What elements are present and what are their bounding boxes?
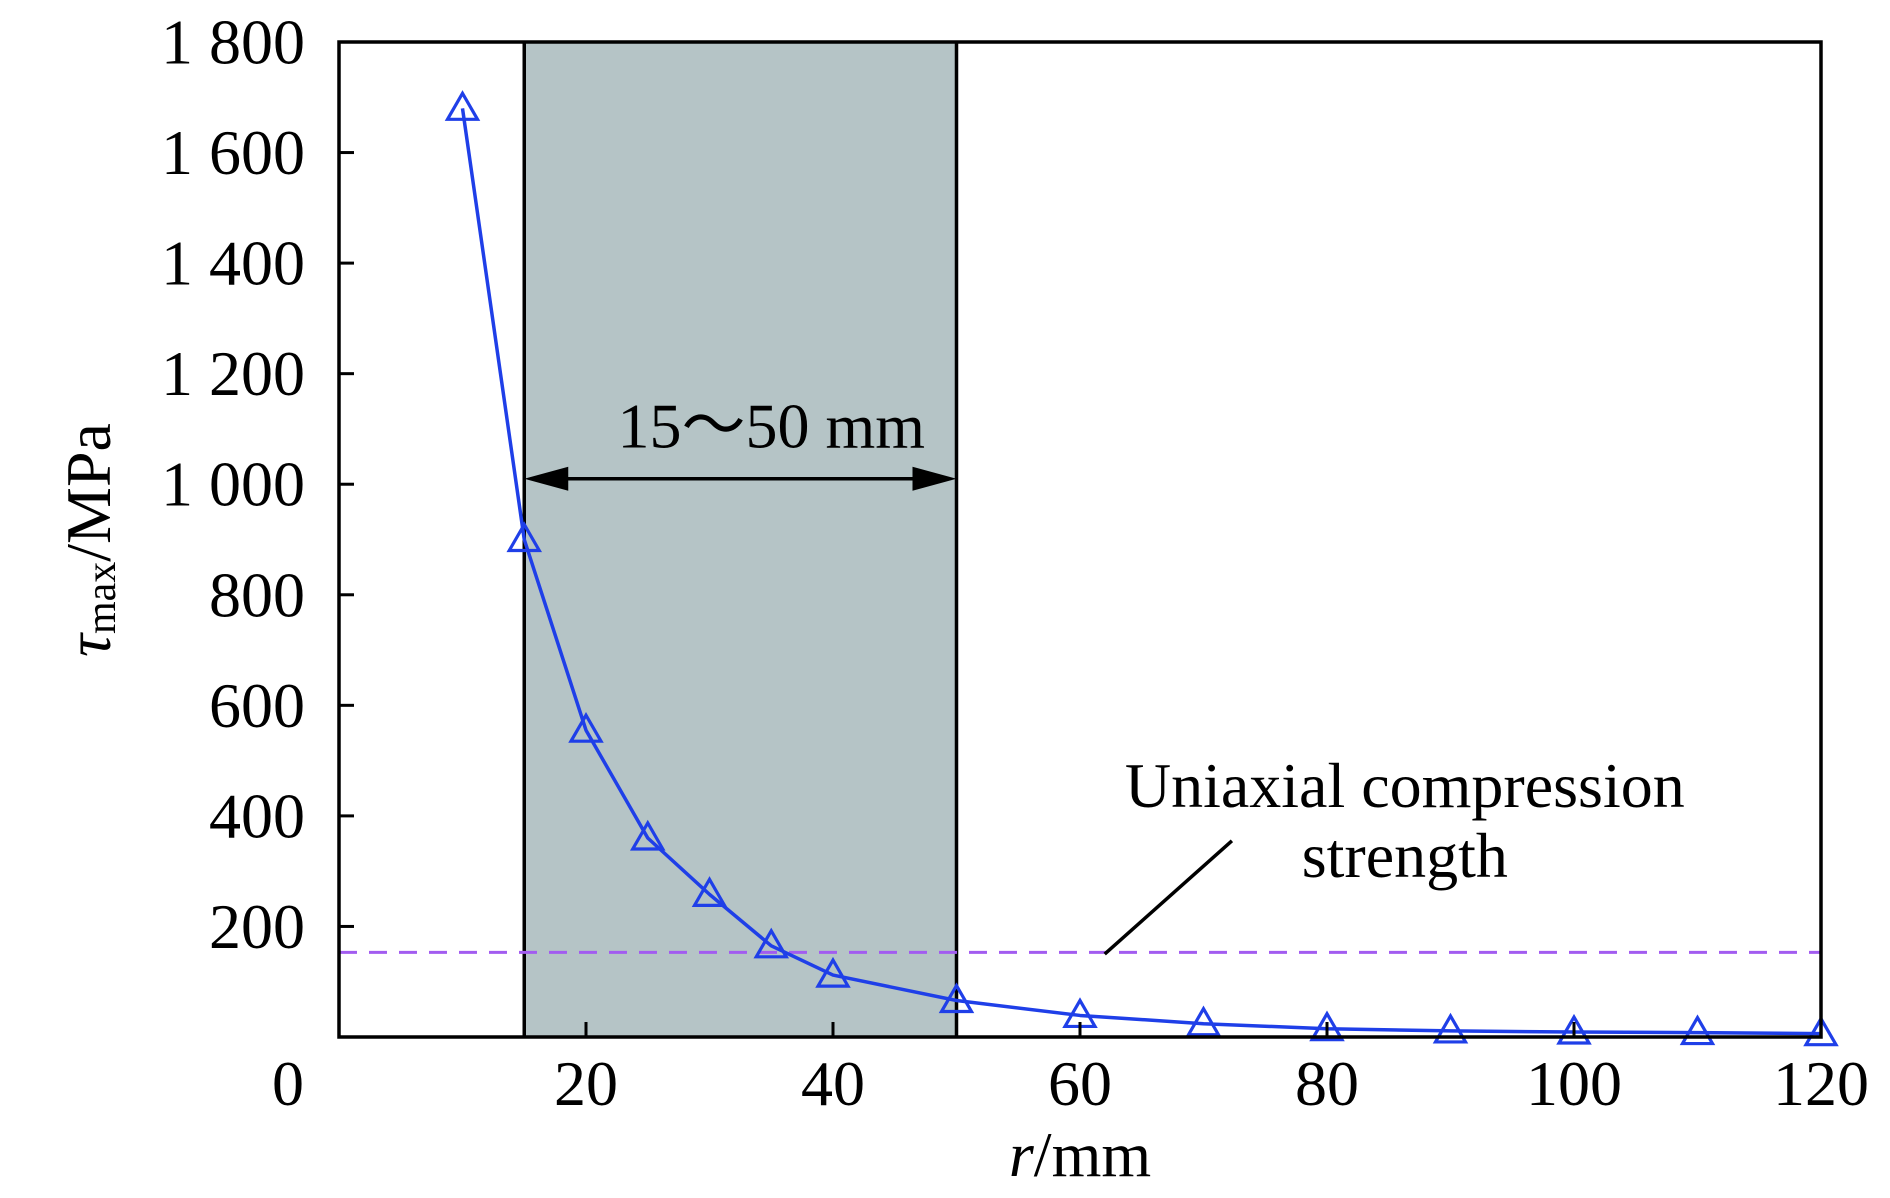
x-axis-unit: /mm [1034,1119,1151,1190]
origin-tick-label: 0 [272,1048,304,1119]
x-axis-label: r/mm [1009,1119,1151,1190]
x-tick-label: 100 [1526,1048,1622,1119]
data-point-marker [1679,1014,1716,1046]
reference-line-label-line-2: strength [1302,820,1508,891]
x-tick-label: 80 [1295,1048,1359,1119]
shaded-region [524,42,957,1037]
range-arrow-head-right [912,466,957,491]
data-point-marker [1432,1012,1469,1044]
data-point-marker [629,819,666,851]
x-tick-label: 120 [1773,1048,1869,1119]
reference-line-label-line-1: Uniaxial compression [1125,750,1685,821]
x-tick-label: 40 [801,1048,865,1119]
data-point-marker [938,982,975,1014]
data-point-marker [506,521,543,553]
y-tick-label: 1 200 [161,338,305,409]
y-tick-label: 1 600 [161,117,305,188]
data-point-marker [1556,1013,1592,1045]
y-tick-label: 200 [209,891,305,962]
series-line [460,108,1822,1036]
shaded-region-layer [522,42,959,1037]
y-tick-label: 1 800 [161,7,305,78]
series-layer [444,90,1839,1047]
x-tick-label: 60 [1048,1048,1112,1119]
annotation-layer [524,466,1234,956]
data-point-marker [691,876,728,907]
y-tick-label: 800 [209,559,305,630]
range-label: 15～50 mm [617,391,925,462]
y-axis-unit: /MPa [53,423,124,562]
data-point-marker [1309,1010,1345,1042]
y-axis-subscript: max [79,562,125,634]
y-tick-label: 1 400 [161,228,305,299]
data-point-marker [1185,1005,1222,1037]
range-arrow-head-left [524,466,569,491]
annotation-leader-line [1103,839,1234,956]
y-tick-label: 1 000 [161,449,305,520]
data-point-marker [444,90,481,121]
y-tick-label: 400 [209,780,305,851]
data-point-marker [753,927,790,959]
data-point-marker [1803,1015,1839,1047]
y-axis-variable: τ [53,632,124,657]
data-point-marker [815,956,851,988]
x-axis-variable: r [1009,1119,1035,1190]
y-axis-label: τmax/MPa [53,423,126,657]
y-tick-label: 600 [209,670,305,741]
data-point-marker [568,712,604,743]
x-tick-label: 20 [554,1048,618,1119]
